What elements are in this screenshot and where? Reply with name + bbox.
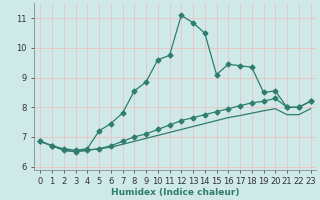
X-axis label: Humidex (Indice chaleur): Humidex (Indice chaleur) (111, 188, 240, 197)
